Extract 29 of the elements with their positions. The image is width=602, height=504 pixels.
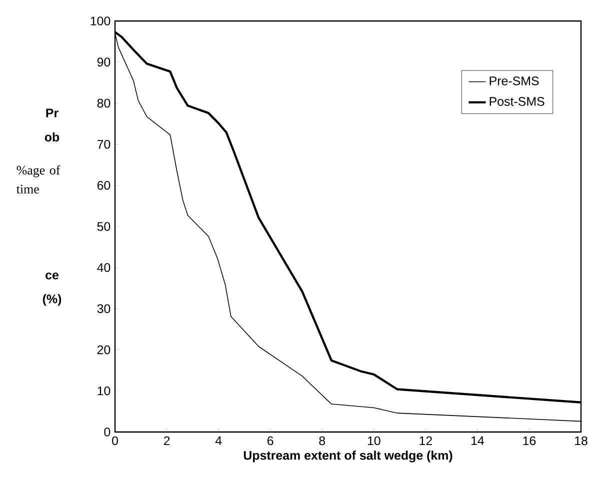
y-tick-label: 80 xyxy=(97,98,110,108)
x-tick-label: 8 xyxy=(319,436,326,446)
x-tick-label: 16 xyxy=(523,436,536,446)
text: ob xyxy=(44,132,60,142)
y-tick-label: 100 xyxy=(90,16,110,26)
y-tick-label: 30 xyxy=(97,304,110,314)
y-tick-label: 90 xyxy=(97,58,110,66)
x-tick-label: 18 xyxy=(575,436,588,446)
y-tick-label: 60 xyxy=(97,180,110,190)
y-tick-label: 40 xyxy=(97,263,110,272)
y-tick-label: 0 xyxy=(104,428,110,436)
legend-label: Post-SMS xyxy=(490,97,544,106)
x-tick-label: 2 xyxy=(164,436,170,446)
legend-label: Pre-SMS xyxy=(490,76,539,86)
x-tick-label: 12 xyxy=(420,436,432,446)
x-tick-label: 10 xyxy=(368,436,380,446)
y-tick-label: 10 xyxy=(98,386,110,396)
text: ce xyxy=(46,272,59,280)
x-tick-label: 14 xyxy=(471,436,484,445)
y-tick-label: 70 xyxy=(97,140,110,149)
text: (%) xyxy=(42,294,62,306)
text: %age of time xyxy=(16,165,60,194)
x-tick-label: 0 xyxy=(112,436,118,446)
x-axis-title: Upstream extent of salt wedge (km) xyxy=(244,450,452,462)
text: Pr xyxy=(46,108,58,118)
x-tick-label: 6 xyxy=(268,436,274,446)
y-tick-label: 50 xyxy=(97,222,110,231)
y-tick-label: 20 xyxy=(97,345,110,354)
x-tick-label: 4 xyxy=(215,436,222,445)
